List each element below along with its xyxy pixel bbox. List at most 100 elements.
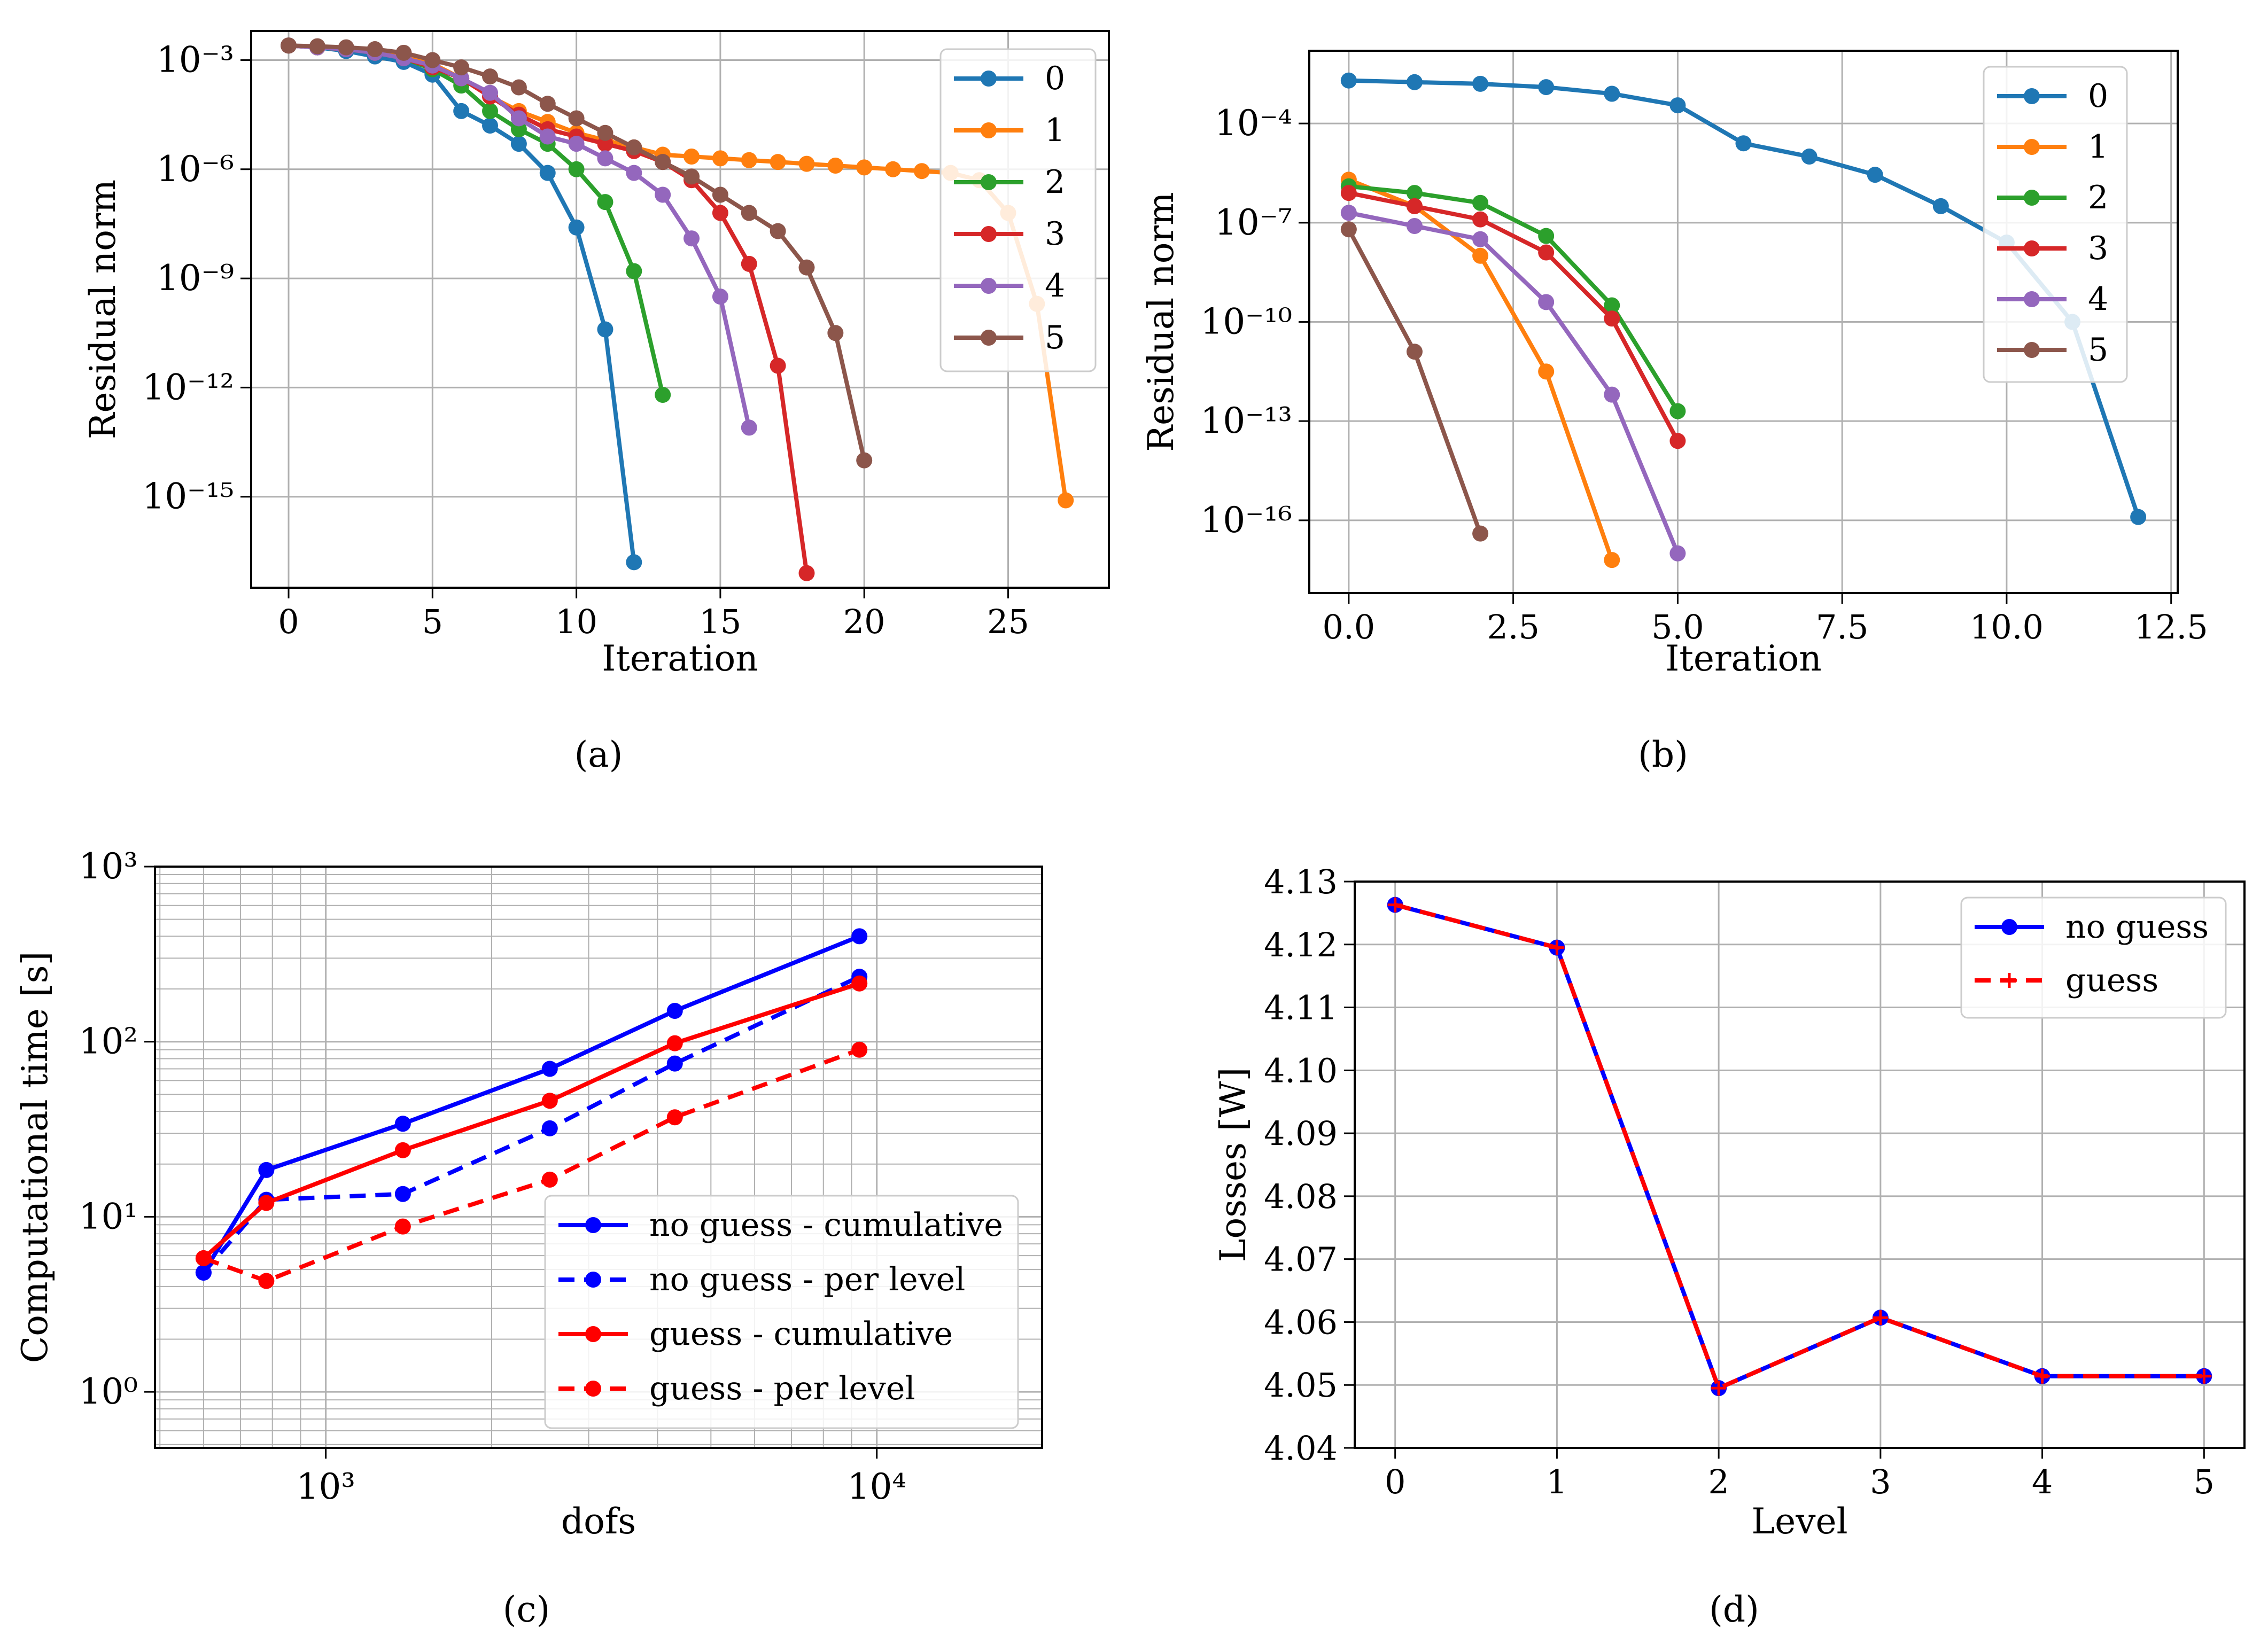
x-tick-label: 10.0 xyxy=(1970,607,2044,646)
legend-swatch-marker xyxy=(2024,88,2040,104)
x-tick-label: 7.5 xyxy=(1816,607,1869,646)
data-point xyxy=(510,110,527,127)
x-tick-label: 10⁴ xyxy=(847,1466,906,1507)
data-point xyxy=(1340,205,1357,221)
x-axis-label: Iteration xyxy=(602,638,758,679)
y-tick-label: 10⁻¹³ xyxy=(1200,400,1292,441)
data-point xyxy=(1549,940,1565,955)
x-tick-label: 10³ xyxy=(296,1466,355,1507)
legend: 0 1 2 3 4 5 xyxy=(939,48,1097,372)
y-tick-label: 4.13 xyxy=(1264,862,1338,901)
data-point xyxy=(539,128,556,145)
legend-label: 2 xyxy=(1045,163,1065,201)
legend-label: no guess xyxy=(2065,908,2209,946)
legend-swatch-marker xyxy=(585,1217,601,1233)
legend-label: 2 xyxy=(2088,179,2108,216)
series-line xyxy=(288,43,751,428)
series-3 xyxy=(1340,185,1686,449)
legend-label: guess xyxy=(2065,962,2158,999)
y-tick-label: 10⁻⁶ xyxy=(157,149,234,190)
data-point xyxy=(394,1218,411,1235)
y-tick-label: 4.06 xyxy=(1264,1303,1338,1342)
y-tick-label: 4.04 xyxy=(1264,1429,1338,1468)
data-point xyxy=(1538,244,1555,261)
x-axis-label: dofs xyxy=(561,1501,636,1542)
data-point xyxy=(597,150,613,167)
data-point xyxy=(885,161,902,177)
legend-label: no guess - cumulative xyxy=(649,1206,1003,1244)
legend-swatch-marker xyxy=(2002,973,2017,988)
grid xyxy=(1309,51,2178,593)
data-point xyxy=(195,1264,212,1281)
data-point xyxy=(424,52,441,68)
legend-label: 5 xyxy=(2088,331,2108,369)
data-point xyxy=(453,103,470,119)
x-axis-label: Iteration xyxy=(1665,638,1821,679)
y-axis-label: Residual norm xyxy=(82,180,123,439)
data-point xyxy=(539,96,556,112)
data-point xyxy=(510,79,527,96)
y-ticks: 10⁻⁴ 10⁻⁷ 10⁻¹⁰ 10⁻¹³ 10⁻¹⁶ xyxy=(1200,103,1309,541)
data-point xyxy=(913,163,930,180)
panel-caption: (d) xyxy=(1709,1589,1759,1630)
data-point xyxy=(770,154,786,170)
data-point xyxy=(1387,897,1403,913)
data-point xyxy=(827,157,844,174)
series-guess---per-level xyxy=(195,1041,868,1289)
data-point xyxy=(1472,75,1489,92)
data-point xyxy=(1801,149,1817,165)
data-point xyxy=(1340,185,1357,201)
legend-swatch-marker xyxy=(981,278,997,294)
legend-label: 1 xyxy=(2088,128,2108,166)
legend-swatch-marker xyxy=(2024,240,2040,256)
legend-swatch-marker xyxy=(981,226,997,242)
legend-box xyxy=(939,48,1097,372)
legend-box xyxy=(544,1195,1019,1429)
data-point xyxy=(1604,552,1620,568)
y-axis-label: Computational time [s] xyxy=(14,952,56,1363)
x-tick-label: 5 xyxy=(422,602,443,641)
data-point xyxy=(1406,344,1423,360)
x-axis-label: Level xyxy=(1751,1501,1847,1542)
data-point xyxy=(482,103,499,119)
data-point xyxy=(541,1061,558,1077)
y-tick-label: 4.05 xyxy=(1264,1366,1338,1405)
legend-label: 3 xyxy=(1045,215,1065,253)
data-point xyxy=(2196,1368,2212,1384)
data-point xyxy=(1406,185,1423,201)
data-point xyxy=(309,38,325,54)
data-point xyxy=(597,321,613,338)
series-line xyxy=(201,934,860,1274)
x-tick-label: 20 xyxy=(843,602,886,641)
data-point xyxy=(1472,525,1489,542)
data-point xyxy=(683,230,700,247)
x-tick-label: 2 xyxy=(1708,1462,1729,1501)
legend-swatch-marker xyxy=(2024,139,2040,155)
data-point xyxy=(626,263,642,279)
series-4 xyxy=(1340,205,1686,562)
data-point xyxy=(1406,74,1423,90)
series-line xyxy=(1348,191,1680,442)
data-point xyxy=(2034,1368,2050,1384)
series-guess xyxy=(1387,897,2212,1396)
data-point xyxy=(568,219,585,236)
data-point xyxy=(541,1093,558,1109)
x-ticks: 10³ 10⁴ xyxy=(296,1448,906,1507)
data-point xyxy=(626,554,642,571)
data-point xyxy=(1669,545,1686,562)
series-1 xyxy=(1340,172,1620,568)
legend-label: 3 xyxy=(2088,230,2108,267)
y-tick-label: 10⁻¹⁶ xyxy=(1200,500,1292,541)
x-ticks: 0.0 2.5 5.0 7.5 10.0 12.5 xyxy=(1323,593,2208,646)
data-point xyxy=(195,1250,212,1266)
data-point xyxy=(1472,194,1489,211)
plot-area xyxy=(1387,897,2212,1397)
y-axis-label: Residual norm xyxy=(1140,192,1182,451)
data-point xyxy=(367,41,383,58)
data-point xyxy=(482,84,499,101)
data-point xyxy=(851,975,868,992)
data-point xyxy=(258,1162,275,1178)
data-point xyxy=(1669,433,1686,449)
legend-swatch-marker xyxy=(2024,342,2040,358)
data-point xyxy=(851,928,868,945)
